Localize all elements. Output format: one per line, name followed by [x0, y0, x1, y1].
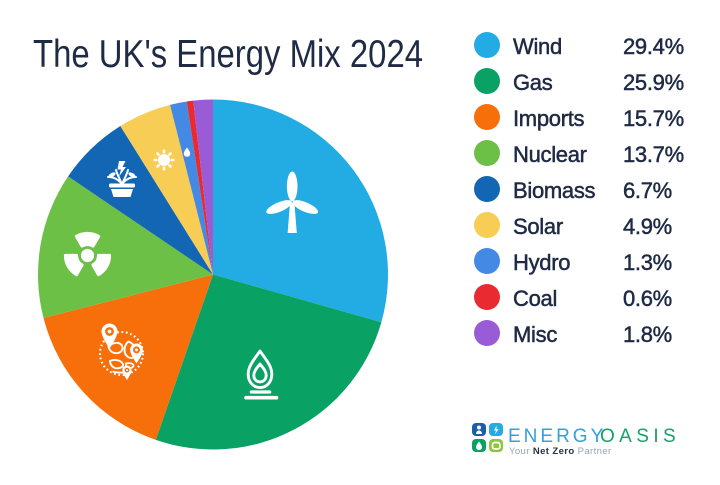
svg-text:Your Net Zero Partner: Your Net Zero Partner [509, 446, 612, 457]
svg-text:ENERGY: ENERGY [508, 426, 606, 447]
svg-text:OASIS: OASIS [600, 426, 680, 447]
